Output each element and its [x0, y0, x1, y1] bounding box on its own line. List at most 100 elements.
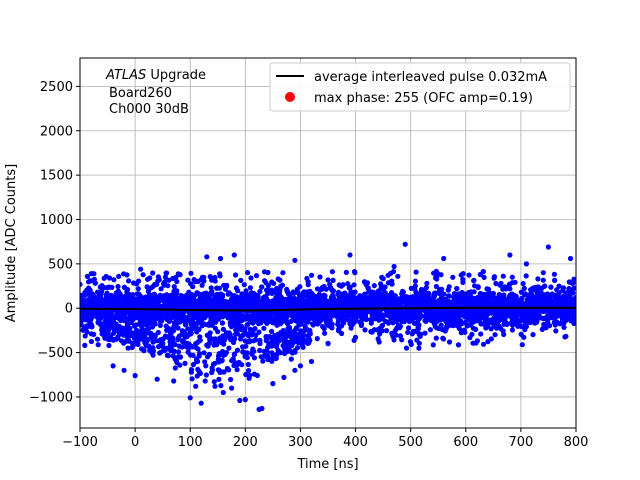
- scatter-point: [534, 290, 540, 296]
- scatter-point: [568, 318, 574, 324]
- scatter-point: [455, 342, 462, 348]
- scatter-point: [522, 323, 528, 329]
- scatter-point: [275, 319, 281, 325]
- scatter-point: [228, 322, 234, 328]
- scatter-point: [343, 292, 349, 298]
- scatter-point: [475, 284, 481, 291]
- scatter-point: [438, 322, 444, 328]
- scatter-point: [80, 327, 86, 333]
- scatter-point: [244, 322, 250, 328]
- scatter-point: [385, 320, 392, 326]
- scatter-point: [303, 318, 309, 324]
- scatter-point: [269, 310, 275, 316]
- scatter-point: [320, 323, 326, 330]
- scatter-point: [454, 285, 460, 292]
- scatter-point: [406, 325, 412, 331]
- scatter-series: [80, 241, 576, 412]
- scatter-point: [310, 321, 316, 327]
- scatter-point: [467, 322, 473, 328]
- scatter-point: [362, 291, 368, 297]
- scatter-point: [351, 282, 357, 288]
- scatter-point: [483, 320, 490, 326]
- scatter-point: [264, 319, 270, 325]
- scatter-point: [561, 324, 567, 330]
- scatter-point: [121, 284, 127, 290]
- scatter-point: [437, 298, 443, 304]
- scatter-point: [434, 318, 440, 324]
- scatter-point: [416, 345, 422, 351]
- scatter-point: [483, 325, 489, 331]
- scatter-point: [116, 316, 122, 322]
- scatter-point: [421, 295, 427, 301]
- scatter-point: [257, 288, 263, 295]
- scatter-point: [112, 296, 119, 302]
- scatter-point: [408, 294, 414, 300]
- scatter-point: [552, 314, 559, 320]
- scatter-point: [82, 290, 88, 296]
- scatter-point: [201, 321, 207, 327]
- scatter-point: [434, 310, 440, 316]
- scatter-point: [125, 345, 131, 351]
- scatter-point: [265, 299, 271, 305]
- scatter-point: [375, 302, 381, 308]
- scatter-point: [516, 301, 522, 307]
- plot-area: [80, 241, 576, 412]
- scatter-point: [97, 284, 103, 290]
- scatter-point: [535, 284, 541, 290]
- scatter-point: [413, 289, 419, 295]
- scatter-point: [552, 277, 558, 283]
- scatter-point: [166, 315, 172, 321]
- scatter-point: [348, 289, 354, 295]
- scatter-point: [405, 329, 411, 335]
- scatter-point: [174, 290, 180, 296]
- scatter-point: [542, 283, 548, 289]
- scatter-point: [441, 297, 447, 303]
- scatter-point: [478, 298, 484, 304]
- scatter-point: [379, 297, 385, 303]
- scatter-point: [80, 322, 84, 328]
- scatter-point: [312, 295, 318, 301]
- scatter-point: [562, 296, 569, 302]
- scatter-point: [178, 312, 184, 318]
- scatter-point: [110, 315, 117, 321]
- scatter-point: [199, 282, 205, 288]
- scatter-point: [204, 312, 210, 318]
- scatter-point: [531, 296, 538, 302]
- scatter-point: [423, 285, 429, 291]
- scatter-point: [171, 297, 177, 303]
- scatter-point: [140, 272, 146, 278]
- scatter-point: [400, 289, 406, 295]
- scatter-point: [240, 315, 246, 321]
- scatter-point: [217, 296, 223, 302]
- scatter-point: [518, 323, 524, 329]
- scatter-point: [499, 298, 505, 304]
- scatter-point: [86, 285, 92, 291]
- scatter-point: [478, 290, 484, 297]
- scatter-point: [460, 296, 466, 302]
- scatter-point: [389, 290, 395, 296]
- scatter-point: [398, 299, 404, 305]
- scatter-point: [315, 321, 321, 327]
- scatter-point: [157, 322, 163, 328]
- scatter-point: [439, 286, 445, 292]
- scatter-point: [341, 320, 347, 326]
- scatter-point: [537, 297, 543, 303]
- scatter-point: [88, 296, 94, 302]
- scatter-point: [247, 285, 253, 291]
- scatter-point: [563, 290, 569, 296]
- scatter-point: [416, 322, 422, 328]
- scatter-point: [548, 284, 554, 290]
- scatter-point: [392, 318, 398, 324]
- scatter-point: [115, 283, 121, 290]
- scatter-point: [235, 310, 241, 316]
- scatter-point: [241, 282, 247, 288]
- scatter-point: [227, 291, 233, 297]
- scatter-point: [351, 317, 357, 323]
- scatter-point: [446, 293, 452, 299]
- scatter-point: [242, 298, 248, 304]
- scatter-point: [565, 309, 571, 315]
- scatter-point: [286, 325, 293, 331]
- scatter-point: [385, 312, 391, 318]
- scatter-point: [156, 298, 162, 304]
